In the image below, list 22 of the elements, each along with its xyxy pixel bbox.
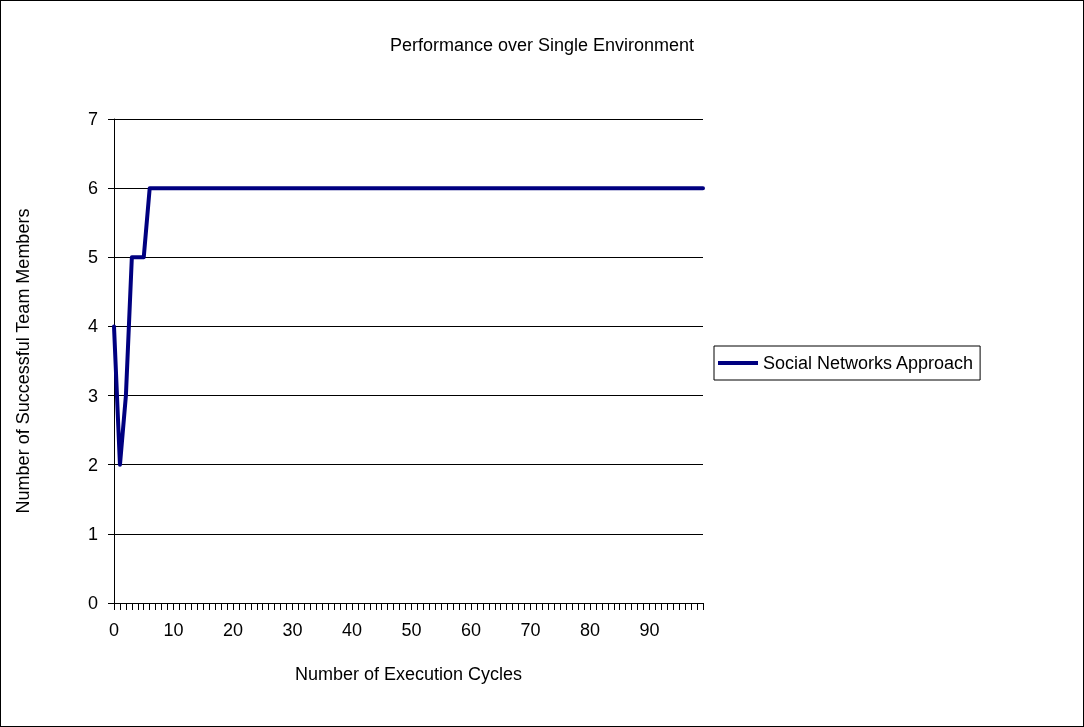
y-tick-label: 5 [87, 247, 98, 268]
y-axis-title: Number of Successful Team Members [13, 208, 33, 514]
x-tick-label: 50 [401, 620, 422, 640]
y-tick-label: 4 [87, 316, 98, 337]
x-tick-label: 60 [460, 620, 481, 640]
x-tick-label: 80 [579, 620, 600, 640]
x-tick-label: 20 [222, 620, 244, 640]
y-tick-label: 2 [87, 454, 98, 475]
y-tick-label: 0 [87, 593, 98, 613]
y-tick-label: 6 [87, 178, 98, 199]
y-tick-label: 3 [87, 385, 98, 406]
x-tick-label: 90 [639, 620, 660, 640]
x-tick-label: 0 [108, 620, 120, 640]
legend-label: Social Networks Approach [763, 353, 974, 373]
x-tick-label: 40 [341, 620, 362, 640]
y-tick-label: 1 [87, 523, 98, 544]
x-tick-label: 10 [163, 620, 184, 640]
chart-title: Performance over Single Environment [389, 35, 695, 55]
x-axis-title: Number of Execution Cycles [294, 664, 523, 684]
y-tick-label: 7 [87, 109, 98, 129]
x-tick-label: 30 [282, 620, 303, 640]
x-tick-label: 70 [520, 620, 541, 640]
